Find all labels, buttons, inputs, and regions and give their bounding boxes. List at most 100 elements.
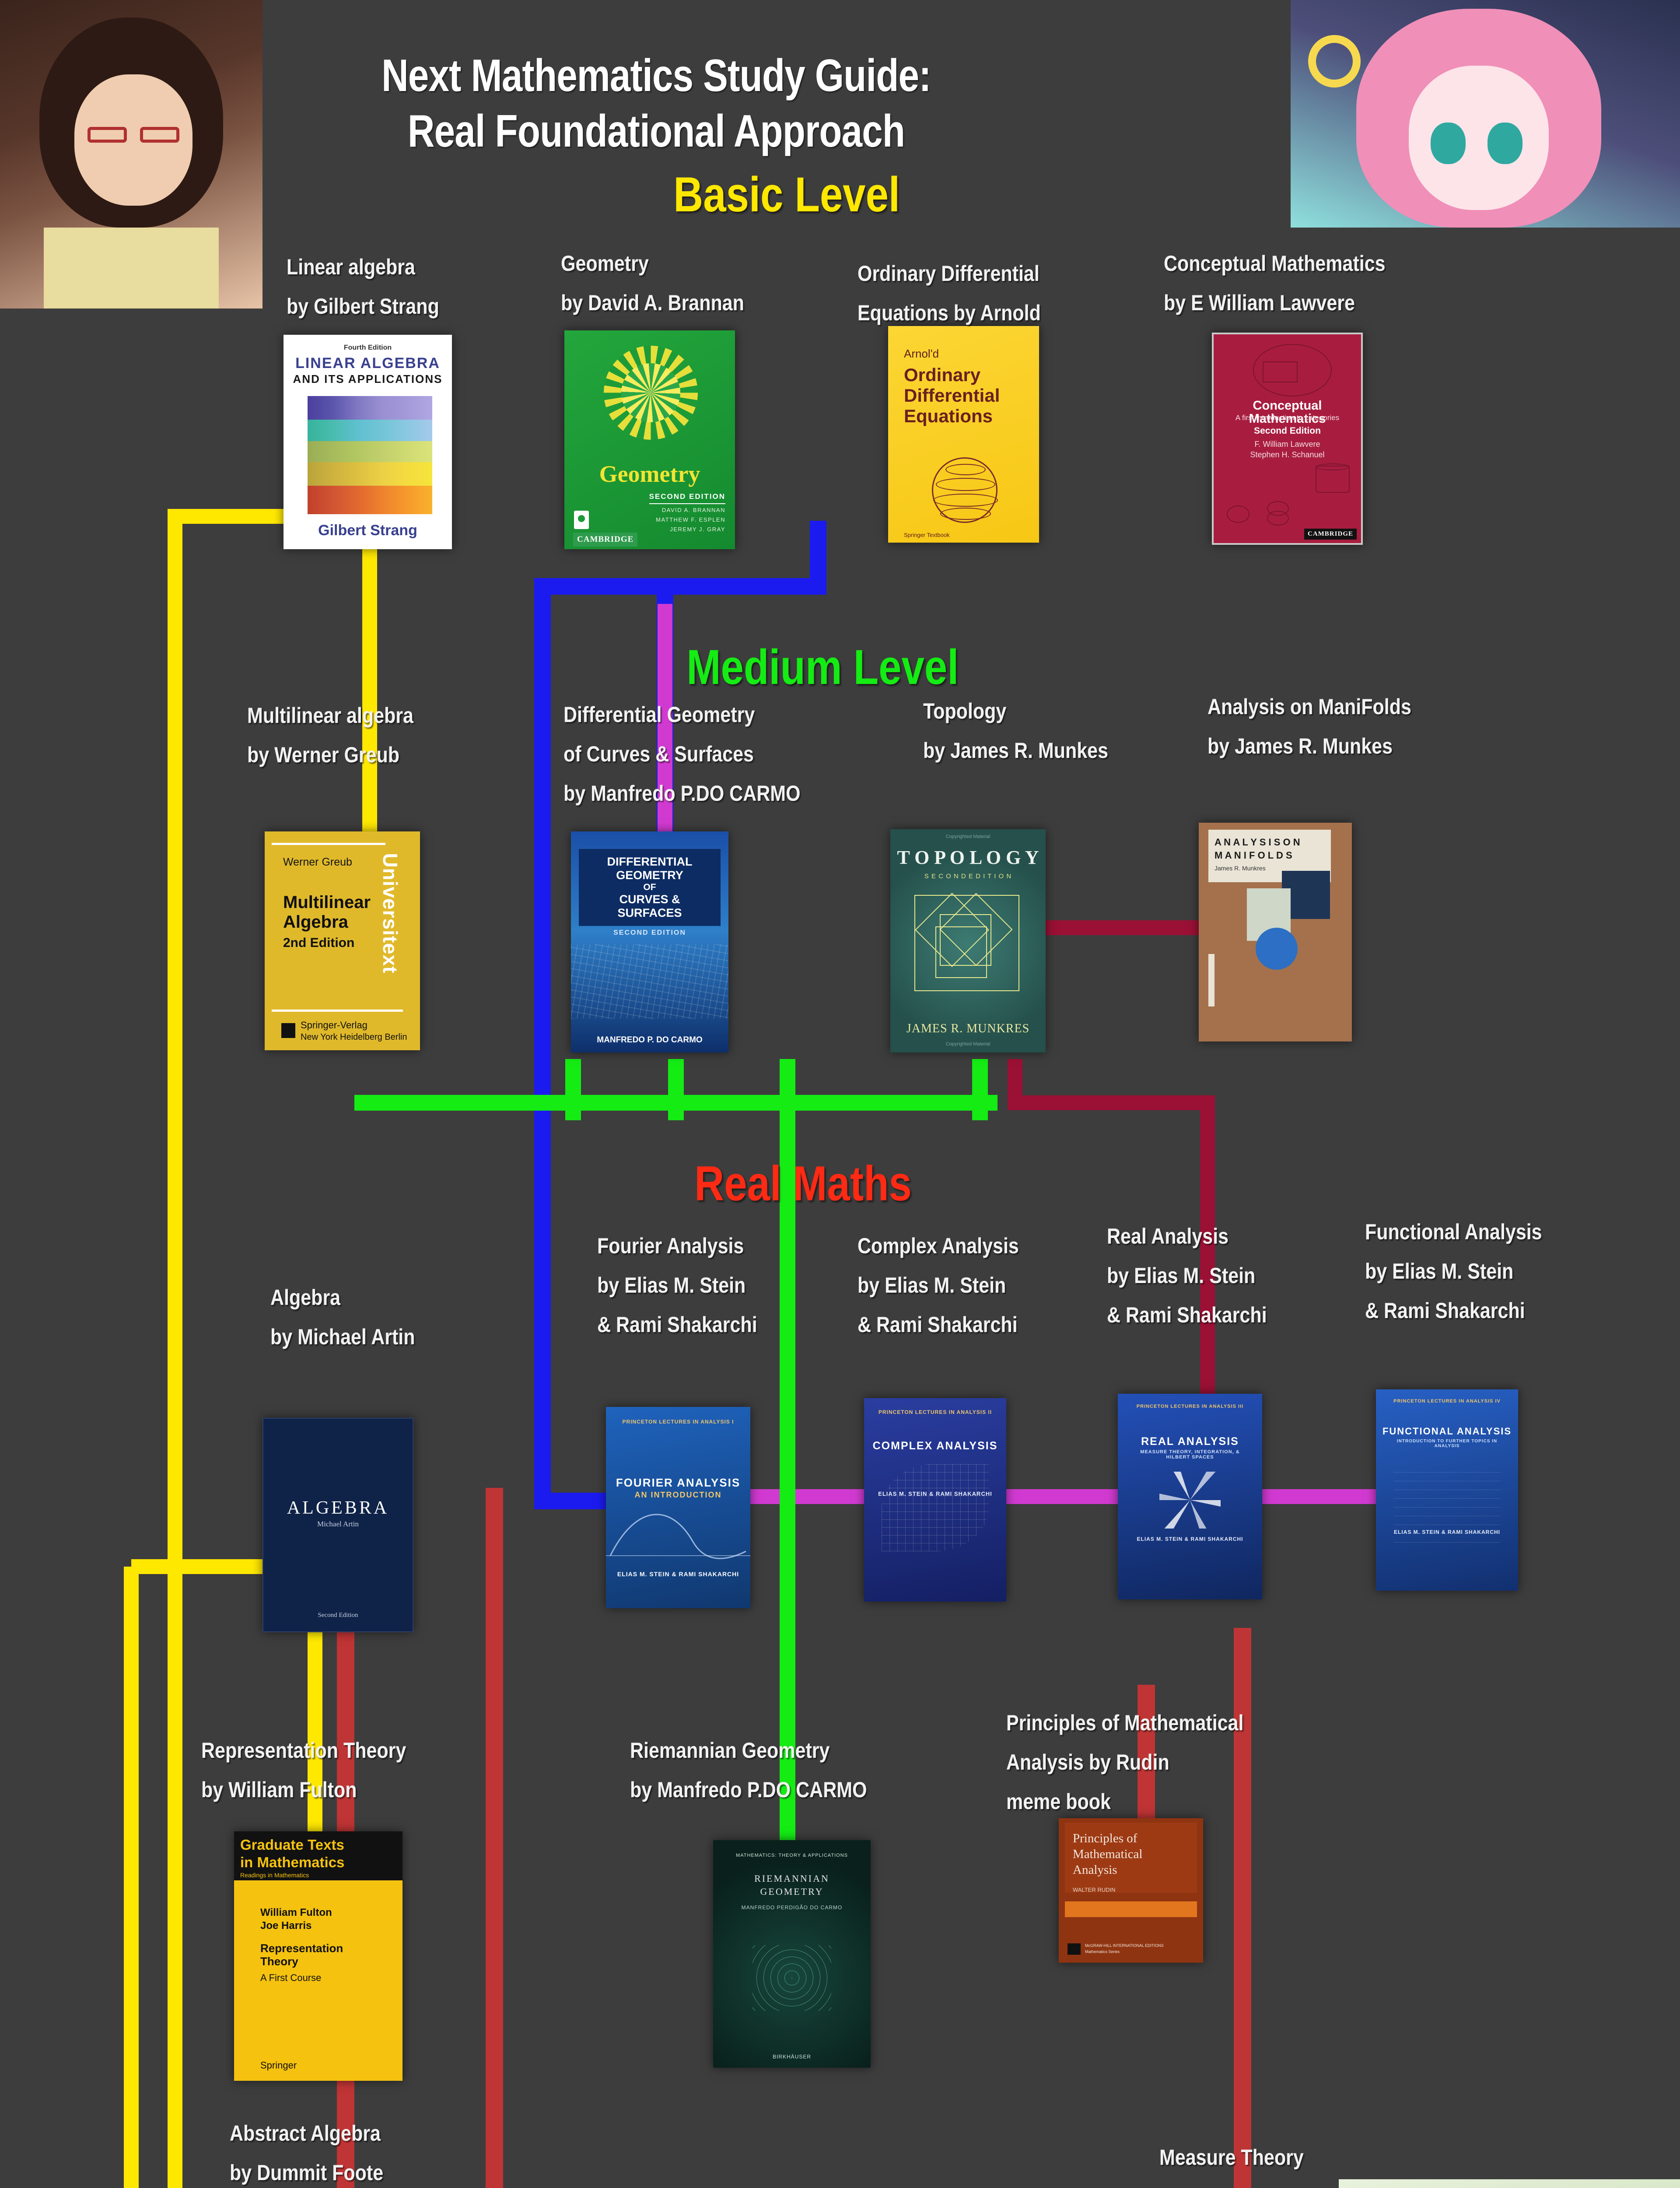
- cover-art-ellipse-diagram: [1253, 344, 1332, 396]
- cover-title-line2: GEOMETRY: [760, 1886, 824, 1897]
- cover-series: PRINCETON LECTURES IN ANALYSIS II: [878, 1409, 992, 1415]
- caption-line3: meme book: [1006, 1789, 1111, 1814]
- caption-author: by Gilbert Strang: [287, 294, 439, 319]
- book-cover-rep-theory[interactable]: Graduate Texts in Mathematics Readings i…: [234, 1831, 402, 2081]
- cover-title-line2: M A N I F O L D S: [1214, 850, 1292, 861]
- caption-title: Measure Theory: [1159, 2145, 1304, 2170]
- book-cover-rudin[interactable]: Principles of Mathematical Analysis WALT…: [1059, 1818, 1203, 1963]
- section-heading-real: Real Maths: [694, 1156, 912, 1211]
- cover-subtitle: INTRODUCTION TO FURTHER TOPICS IN ANALYS…: [1396, 1439, 1498, 1448]
- cover-subtitle: A First Course: [260, 1972, 322, 1983]
- caption-complex: Complex Analysis by Elias M. Stein & Ram…: [858, 1235, 1019, 1353]
- cover-subtitle: AN INTRODUCTION: [634, 1490, 722, 1499]
- cover-title-line3: Analysis: [1073, 1863, 1117, 1877]
- cover-title-line2: Differential: [904, 385, 1000, 406]
- book-cover-conceptual[interactable]: Conceptual Mathematics A first introduct…: [1212, 333, 1363, 545]
- cover-author-2: MATTHEW F. ESPLEN: [656, 516, 725, 523]
- cover-author: Gilbert Strang: [318, 522, 417, 539]
- cover-title-line1: Multilinear: [283, 893, 371, 912]
- book-cover-ode[interactable]: Arnol'd Ordinary Differential Equations …: [888, 326, 1039, 543]
- cover-publisher: McGRAW-HILL INTERNATIONAL EDITIONS: [1085, 1943, 1164, 1948]
- cover-publisher: BIRKHÄUSER: [772, 2054, 812, 2060]
- caption-author: by Manfredo P.DO CARMO: [564, 781, 801, 806]
- cover-art-squares: [914, 893, 1019, 991]
- caption-real-analysis: Real Analysis by Elias M. Stein & Rami S…: [1107, 1225, 1267, 1343]
- cover-art-surface: [571, 944, 728, 1019]
- cover-title: LINEAR ALGEBRA: [295, 355, 440, 372]
- cover-authors: ELIAS M. STEIN & RAMI SHAKARCHI: [878, 1490, 992, 1497]
- caption-author: by William Fulton: [201, 1778, 357, 1802]
- cover-title-line1: A N A L Y S I S O N: [1214, 837, 1300, 848]
- cover-title-line1: DIFFERENTIAL: [607, 855, 693, 868]
- caption-geometry: Geometry by David A. Brannan: [561, 252, 744, 331]
- book-cover-linear-algebra[interactable]: Fourth Edition LINEAR ALGEBRA AND ITS AP…: [284, 335, 452, 549]
- cover-series: Mathematics Series: [1085, 1950, 1120, 1954]
- caption-title: Complex Analysis: [858, 1234, 1019, 1258]
- cover-art-cylinder: [1316, 463, 1350, 493]
- book-cover-complex[interactable]: PRINCETON LECTURES IN ANALYSIS II COMPLE…: [864, 1398, 1006, 1602]
- caption-title: Algebra: [270, 1285, 341, 1310]
- book-cover-differential-geometry[interactable]: DIFFERENTIAL GEOMETRY OF CURVES & SURFAC…: [571, 831, 728, 1052]
- caption-line2: Analysis by Rudin: [1006, 1750, 1169, 1774]
- page-title: Next Mathematics Study Guide: Real Found…: [376, 48, 936, 159]
- cover-title-line2: GEOMETRY: [616, 869, 683, 882]
- book-cover-real-analysis[interactable]: PRINCETON LECTURES IN ANALYSIS III REAL …: [1118, 1394, 1262, 1599]
- caption-author: by James R. Munkes: [923, 738, 1109, 763]
- book-cover-functional[interactable]: PRINCETON LECTURES IN ANALYSIS IV FUNCTI…: [1376, 1389, 1518, 1591]
- cover-author: WALTER RUDIN: [1073, 1886, 1116, 1893]
- cover-band-orange: [1065, 1901, 1197, 1917]
- caption-title: Riemannian Geometry: [630, 1738, 830, 1763]
- cover-subtitle: A first introduction to categories: [1235, 414, 1340, 422]
- cover-title-line4: CURVES &: [619, 893, 680, 906]
- caption-author: by Elias M. Stein: [1365, 1259, 1514, 1283]
- caption-conceptual: Conceptual Mathematics by E William Lawv…: [1164, 252, 1386, 331]
- cover-publisher: Springer: [260, 2060, 297, 2071]
- book-cover-geometry[interactable]: Geometry SECOND EDITION DAVID A. BRANNAN…: [564, 330, 735, 549]
- book-cover-manifolds[interactable]: A N A L Y S I S O N M A N I F O L D S Ja…: [1199, 823, 1352, 1041]
- cover-title-line5: SURFACES: [617, 906, 682, 919]
- cover-series: PRINCETON LECTURES IN ANALYSIS I: [622, 1419, 734, 1425]
- cover-title: Conceptual Mathematics: [1249, 399, 1326, 426]
- caption-differential-geometry: Differential Geometry of Curves & Surfac…: [564, 704, 801, 822]
- cover-mcgrawhill-logo: [1068, 1943, 1081, 1955]
- cover-author: James R. Munkres: [1214, 865, 1266, 872]
- cover-watermark-top: Copyrighted Material: [945, 834, 990, 839]
- cover-edition: SECOND EDITION: [649, 492, 725, 504]
- anime-girl-red-hair-bottom-right: [1339, 2179, 1680, 2188]
- caption-author2: & Rami Shakarchi: [1107, 1303, 1267, 1327]
- cover-title-line1: Ordinary: [904, 365, 981, 385]
- cover-cities: New York Heidelberg Berlin: [301, 1032, 407, 1042]
- caption-multilinear: Multilinear algebra by Werner Greub: [247, 705, 413, 783]
- cover-edition: 2nd Edition: [283, 936, 355, 950]
- caption-title: Abstract Algebra: [230, 2121, 381, 2146]
- book-cover-algebra-artin[interactable]: ALGEBRA Michael Artin Second Edition: [262, 1418, 413, 1632]
- cover-art-wave: [606, 1508, 750, 1569]
- caption-title: Differential Geometry: [564, 702, 755, 727]
- cover-edition: Second Edition: [1254, 426, 1321, 436]
- cover-title: FOURIER ANALYSIS: [616, 1476, 741, 1489]
- book-cover-riemannian[interactable]: MATHEMATICS: THEORY & APPLICATIONS RIEMA…: [713, 1840, 871, 2068]
- book-cover-fourier[interactable]: PRINCETON LECTURES IN ANALYSIS I FOURIER…: [606, 1407, 750, 1608]
- caption-fourier: Fourier Analysis by Elias M. Stein & Ram…: [597, 1235, 757, 1353]
- caption-riemannian: Riemannian Geometry by Manfredo P.DO CAR…: [630, 1739, 867, 1818]
- cover-series: PRINCETON LECTURES IN ANALYSIS IV: [1393, 1399, 1501, 1404]
- caption-author: by Dummit Foote: [230, 2160, 384, 2185]
- book-cover-multilinear[interactable]: Werner Greub Multilinear Algebra 2nd Edi…: [265, 831, 420, 1050]
- caption-author: Equations by Arnold: [858, 301, 1041, 325]
- cover-edition: S E C O N D E D I T I O N: [924, 873, 1012, 880]
- caption-ode: Ordinary Differential Equations by Arnol…: [858, 263, 1041, 341]
- cover-art-loops: [1227, 499, 1292, 526]
- caption-author2: & Rami Shakarchi: [597, 1312, 757, 1337]
- cover-author: MANFREDO PERDIGÃO DO CARMO: [741, 1904, 843, 1911]
- caption-title: Representation Theory: [201, 1738, 406, 1763]
- cover-title: FUNCTIONAL ANALYSIS: [1382, 1426, 1512, 1437]
- book-cover-topology[interactable]: Copyrighted Material T O P O L O G Y S E…: [890, 829, 1046, 1052]
- caption-rudin: Principles of Mathematical Analysis by R…: [1006, 1712, 1243, 1830]
- cover-title: Geometry: [599, 461, 700, 487]
- cover-author-2: Joe Harris: [260, 1920, 312, 1932]
- caption-title: Real Analysis: [1107, 1224, 1229, 1248]
- cover-title-line2: Algebra: [283, 912, 348, 932]
- section-heading-medium: Medium Level: [686, 640, 959, 694]
